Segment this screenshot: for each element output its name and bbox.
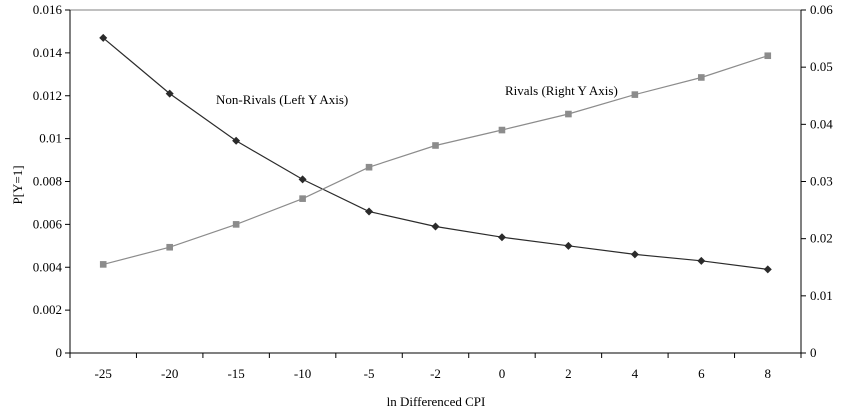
non-rivals-line bbox=[102, 37, 768, 270]
left-y-tick-label: 0.014 bbox=[33, 45, 63, 60]
non-rivals-point bbox=[763, 265, 772, 274]
rivals-point bbox=[99, 261, 107, 268]
rivals-point bbox=[498, 126, 506, 134]
non-rivals-point bbox=[431, 222, 440, 231]
annotation-non-rivals: Non-Rivals (Left Y Axis) bbox=[216, 92, 348, 107]
rivals-point bbox=[698, 74, 705, 81]
x-axis-title: ln Differenced CPI bbox=[387, 394, 486, 409]
rivals-point bbox=[232, 221, 240, 228]
right-y-tick-label: 0.03 bbox=[810, 174, 833, 189]
x-tick-label: 8 bbox=[765, 366, 772, 381]
x-tick-label: -5 bbox=[364, 366, 375, 381]
rivals-point bbox=[166, 243, 173, 251]
left-y-tick-label: 0.016 bbox=[33, 2, 63, 17]
left-y-tick-label: 0.006 bbox=[33, 216, 63, 231]
non-rivals-point bbox=[497, 233, 506, 242]
right-y-axis: 0 0.01 0.02 0.03 0.04 0.05 0.06 bbox=[801, 2, 833, 360]
non-rivals-point bbox=[630, 250, 639, 259]
left-y-tick-label: 0.002 bbox=[33, 302, 62, 317]
x-tick-label: -15 bbox=[227, 366, 244, 381]
x-tick-label: 4 bbox=[632, 366, 639, 381]
rivals-point bbox=[432, 142, 439, 149]
rivals-point bbox=[365, 163, 373, 171]
right-y-tick-label: 0.05 bbox=[810, 59, 833, 74]
non-rivals-point bbox=[298, 175, 307, 184]
right-y-tick-label: 0.06 bbox=[810, 2, 833, 17]
left-y-axis: 0 0.002 0.004 0.006 0.008 0.01 0.012 0.014 0.016 bbox=[33, 2, 70, 360]
rivals-point bbox=[565, 110, 572, 118]
x-tick-label: 6 bbox=[698, 366, 705, 381]
rivals-point bbox=[764, 52, 772, 60]
left-y-tick-label: 0.008 bbox=[33, 174, 62, 189]
plot-frame bbox=[69, 9, 802, 354]
right-y-tick-label: 0.04 bbox=[810, 116, 833, 131]
right-y-tick-label: 0 bbox=[810, 345, 817, 360]
left-y-tick-label: 0 bbox=[56, 345, 63, 360]
non-rivals-point bbox=[564, 241, 573, 250]
x-tick-label: -25 bbox=[95, 366, 112, 381]
non-rivals-point bbox=[99, 33, 108, 42]
x-axis: -25 -20 -15 -10 -5 -2 0 2 4 6 8 bbox=[69, 353, 802, 381]
non-rivals-point bbox=[232, 136, 241, 145]
non-rivals-point bbox=[697, 256, 706, 265]
x-tick-label: 2 bbox=[565, 366, 572, 381]
left-y-tick-label: 0.012 bbox=[33, 88, 62, 103]
non-rivals-point bbox=[365, 207, 374, 216]
y-axis-title: P[Y=1] bbox=[10, 165, 25, 204]
x-tick-label: -20 bbox=[161, 366, 178, 381]
series-layer bbox=[99, 33, 772, 274]
non-rivals-point bbox=[165, 89, 174, 98]
x-tick-label: -10 bbox=[294, 366, 311, 381]
rivals-point bbox=[631, 91, 639, 98]
right-y-tick-label: 0.01 bbox=[810, 288, 833, 303]
annotation-rivals: Rivals (Right Y Axis) bbox=[505, 83, 618, 98]
right-y-tick-label: 0.02 bbox=[810, 231, 833, 246]
rivals-point bbox=[299, 195, 306, 202]
rivals-line bbox=[103, 55, 768, 265]
left-y-tick-label: 0.004 bbox=[33, 259, 63, 274]
left-y-tick-label: 0.01 bbox=[39, 131, 62, 146]
x-tick-label: -2 bbox=[430, 366, 441, 381]
x-tick-label: 0 bbox=[499, 366, 506, 381]
